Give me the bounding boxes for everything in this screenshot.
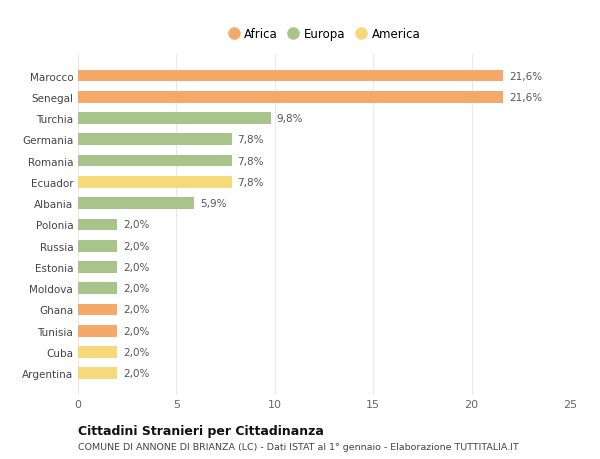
- Text: 2,0%: 2,0%: [123, 263, 149, 272]
- Bar: [78, 198, 194, 209]
- Text: 2,0%: 2,0%: [123, 305, 149, 315]
- Text: 5,9%: 5,9%: [200, 199, 227, 209]
- Bar: [78, 368, 118, 379]
- Bar: [78, 283, 118, 294]
- Text: 2,0%: 2,0%: [123, 326, 149, 336]
- Bar: [78, 113, 271, 125]
- Bar: [78, 219, 118, 231]
- Bar: [78, 92, 503, 103]
- Bar: [78, 241, 118, 252]
- Legend: Africa, Europa, America: Africa, Europa, America: [223, 23, 425, 46]
- Text: 7,8%: 7,8%: [238, 156, 264, 166]
- Text: 7,8%: 7,8%: [238, 178, 264, 187]
- Bar: [78, 134, 232, 146]
- Text: 2,0%: 2,0%: [123, 284, 149, 294]
- Text: Cittadini Stranieri per Cittadinanza: Cittadini Stranieri per Cittadinanza: [78, 424, 324, 437]
- Text: 2,0%: 2,0%: [123, 347, 149, 357]
- Text: 7,8%: 7,8%: [238, 135, 264, 145]
- Bar: [78, 347, 118, 358]
- Text: 9,8%: 9,8%: [277, 114, 303, 124]
- Bar: [78, 156, 232, 167]
- Text: 21,6%: 21,6%: [509, 71, 542, 81]
- Text: 2,0%: 2,0%: [123, 369, 149, 379]
- Bar: [78, 325, 118, 337]
- Bar: [78, 71, 503, 82]
- Text: 21,6%: 21,6%: [509, 93, 542, 102]
- Bar: [78, 304, 118, 316]
- Text: 2,0%: 2,0%: [123, 241, 149, 251]
- Bar: [78, 262, 118, 273]
- Bar: [78, 177, 232, 188]
- Text: 2,0%: 2,0%: [123, 220, 149, 230]
- Text: COMUNE DI ANNONE DI BRIANZA (LC) - Dati ISTAT al 1° gennaio - Elaborazione TUTTI: COMUNE DI ANNONE DI BRIANZA (LC) - Dati …: [78, 442, 519, 451]
